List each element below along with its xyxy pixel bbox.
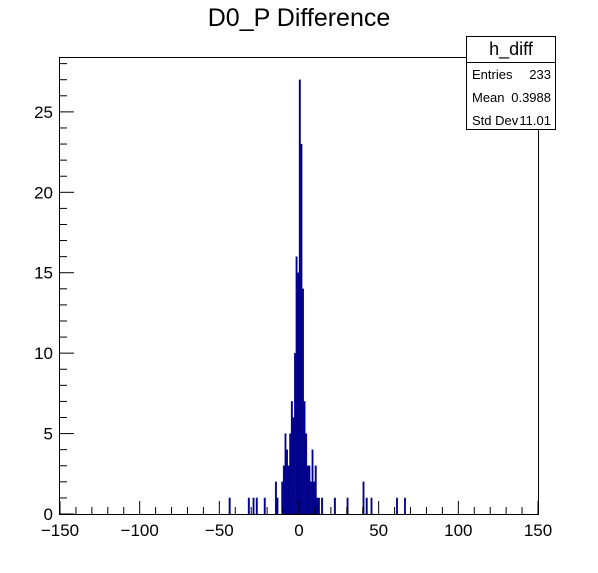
histogram-bar [365,497,368,515]
histogram-bar [274,481,277,515]
histogram-bar [263,497,266,515]
histogram-bars [228,79,406,515]
stddev-label: Std Dev [472,113,519,128]
histogram-bar [321,497,324,515]
histogram-bar [302,288,304,515]
histogram-bar [308,465,311,515]
histogram-bar [284,433,287,515]
histogram-bar [300,143,303,515]
y-tick-label: 15 [34,264,53,283]
histogram-bar [295,256,298,515]
x-tick-label: 100 [444,521,472,540]
histogram-bar [316,497,319,515]
y-tick-label: 10 [34,344,53,363]
x-tick-label: −150 [41,521,79,540]
x-tick-label: 50 [369,521,388,540]
mean-value: 0.3988 [511,90,551,105]
histogram-bar [317,497,320,515]
stats-box: h_diff Entries 233 Mean 0.3988 Std Dev 1… [466,36,556,130]
histogram-bar [314,465,317,515]
histogram-bar [276,497,279,515]
histogram-bar [305,433,308,515]
stddev-value: 11.01 [519,113,551,128]
stats-row-stddev: Std Dev 11.01 [467,109,555,132]
histogram-bar [247,497,250,515]
plot-frame [59,57,539,515]
entries-label: Entries [472,67,513,82]
histogram-bar [396,497,398,515]
entries-value: 233 [529,67,551,82]
stats-row-entries: Entries 233 [467,63,555,86]
histogram-bar [306,465,309,515]
histogram-bar [255,497,258,515]
histogram-bar [228,497,231,515]
y-tick-label: 25 [34,103,53,122]
histogram-bar [282,465,285,515]
x-tick-label: 0 [294,521,303,540]
x-axis: −150 −100 −50 0 50 100 150 [41,501,552,540]
y-tick-label: 20 [34,183,53,202]
histogram-bar [311,449,314,515]
histogram-bar [298,79,301,515]
histogram-bar [287,465,290,515]
histogram-bar [252,497,255,515]
mean-label: Mean [472,90,505,105]
histogram-bar [286,449,288,515]
y-tick-label: 5 [44,425,53,444]
histogram-bar [292,417,295,515]
histogram-bar [290,401,293,515]
histogram-bar [333,497,336,515]
histogram-bar [294,352,296,515]
x-tick-label: 150 [524,521,552,540]
y-tick-label: 0 [44,505,53,524]
chart-title: D0_P Difference [207,4,391,32]
stats-box-title: h_diff [467,37,555,63]
x-tick-label: −50 [205,521,234,540]
histogram-bar [289,433,292,515]
histogram-bar [303,401,306,515]
histogram-bar [370,497,373,515]
histogram-bar [309,481,312,515]
histogram-bar [297,272,300,515]
y-axis: 0 5 10 15 20 25 [34,63,74,524]
histogram-bar [404,497,406,515]
x-tick-label: −100 [121,521,159,540]
stats-row-mean: Mean 0.3988 [467,86,555,109]
